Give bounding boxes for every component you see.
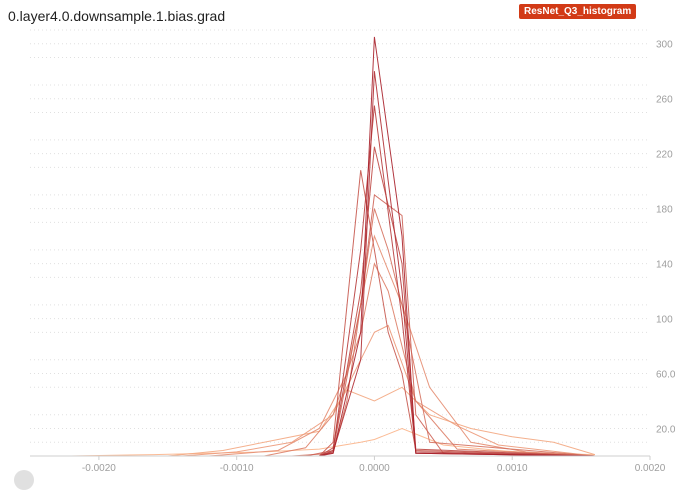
y-tick-label: 220 bbox=[656, 150, 673, 161]
run-badge[interactable]: ResNet_Q3_histogram bbox=[519, 4, 637, 19]
y-tick-label: 60.0 bbox=[656, 370, 676, 381]
x-axis: -0.0020 -0.0010 0.0000 0.0010 0.0020 bbox=[30, 455, 666, 474]
histogram-series-line bbox=[71, 386, 596, 457]
y-tick-label: 180 bbox=[656, 205, 673, 216]
histogram-series-line bbox=[71, 193, 595, 457]
x-tick-label: 0.0000 bbox=[359, 463, 390, 474]
histogram-series-line bbox=[71, 105, 595, 457]
y-tick-label: 100 bbox=[656, 315, 673, 326]
y-tick-label: 140 bbox=[656, 260, 673, 271]
series-lines bbox=[71, 36, 596, 457]
histogram-chart[interactable]: 20.0 60.0 100 140 180 220 260 300 -0.0020 -0.001… bbox=[0, 0, 689, 479]
x-tick-label: 0.0020 bbox=[635, 463, 666, 474]
histogram-series-line bbox=[71, 170, 595, 457]
histogram-series-line bbox=[71, 234, 595, 457]
histogram-series-line bbox=[71, 427, 595, 457]
histogram-series-line bbox=[71, 208, 595, 457]
x-tick-label: -0.0010 bbox=[220, 463, 254, 474]
card-title: 0.layer4.0.downsample.1.bias.grad bbox=[8, 8, 226, 24]
grid-lines bbox=[30, 29, 650, 443]
y-tick-label: 260 bbox=[656, 95, 673, 106]
x-tick-label: -0.0020 bbox=[82, 463, 116, 474]
y-tick-label: 20.0 bbox=[656, 425, 676, 436]
y-tick-label: 300 bbox=[656, 40, 673, 51]
histogram-series-line bbox=[71, 71, 595, 457]
histogram-series-line bbox=[71, 324, 595, 457]
histogram-series-line bbox=[71, 262, 595, 457]
x-tick-label: 0.0010 bbox=[497, 463, 528, 474]
expand-icon[interactable] bbox=[14, 470, 34, 490]
histogram-series-line bbox=[71, 146, 595, 457]
y-axis: 20.0 60.0 100 140 180 220 260 300 bbox=[656, 40, 676, 436]
histogram-series-line bbox=[71, 36, 595, 457]
